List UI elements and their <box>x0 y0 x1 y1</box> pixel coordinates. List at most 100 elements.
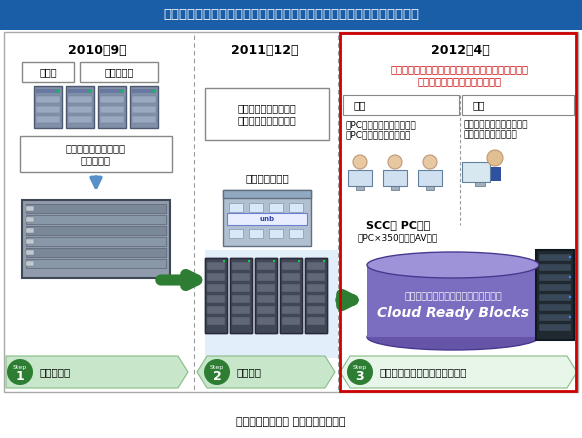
FancyBboxPatch shape <box>26 217 34 222</box>
Circle shape <box>388 155 402 169</box>
FancyBboxPatch shape <box>132 106 156 113</box>
FancyBboxPatch shape <box>475 182 485 186</box>
FancyBboxPatch shape <box>205 250 338 358</box>
FancyBboxPatch shape <box>20 136 172 172</box>
FancyBboxPatch shape <box>232 284 250 292</box>
Text: 教員: 教員 <box>473 100 485 110</box>
FancyBboxPatch shape <box>26 239 34 244</box>
FancyBboxPatch shape <box>539 264 571 271</box>
Circle shape <box>120 89 123 92</box>
Text: 2012年4月: 2012年4月 <box>431 43 489 57</box>
Text: unb: unb <box>260 216 275 222</box>
FancyBboxPatch shape <box>257 295 275 303</box>
Circle shape <box>569 316 571 318</box>
Circle shape <box>204 359 230 385</box>
FancyBboxPatch shape <box>232 317 250 325</box>
FancyBboxPatch shape <box>257 284 275 292</box>
FancyBboxPatch shape <box>26 206 34 211</box>
FancyBboxPatch shape <box>539 274 571 281</box>
Text: 2: 2 <box>212 371 221 384</box>
FancyBboxPatch shape <box>207 295 225 303</box>
Circle shape <box>423 155 437 169</box>
Text: 仮想化統合: 仮想化統合 <box>40 367 71 377</box>
Circle shape <box>273 260 275 262</box>
FancyBboxPatch shape <box>230 258 252 333</box>
FancyBboxPatch shape <box>307 284 325 292</box>
FancyBboxPatch shape <box>207 306 225 314</box>
FancyBboxPatch shape <box>22 200 170 278</box>
FancyBboxPatch shape <box>205 258 227 333</box>
FancyBboxPatch shape <box>257 317 275 325</box>
FancyBboxPatch shape <box>232 306 250 314</box>
Text: 教育研究サービスの利便性向上: 教育研究サービスの利便性向上 <box>380 367 467 377</box>
Text: 2010年9月: 2010年9月 <box>68 43 126 57</box>
Circle shape <box>223 260 225 262</box>
Circle shape <box>569 276 571 278</box>
FancyBboxPatch shape <box>282 273 300 281</box>
Text: 1: 1 <box>16 371 24 384</box>
FancyBboxPatch shape <box>307 295 325 303</box>
FancyBboxPatch shape <box>282 306 300 314</box>
FancyBboxPatch shape <box>269 216 283 225</box>
Text: Step: Step <box>210 364 224 370</box>
FancyBboxPatch shape <box>207 273 225 281</box>
FancyBboxPatch shape <box>100 116 124 123</box>
Circle shape <box>88 89 91 92</box>
Circle shape <box>7 359 33 385</box>
FancyBboxPatch shape <box>34 86 62 128</box>
FancyBboxPatch shape <box>249 229 263 238</box>
Text: SCC館 PC教室: SCC館 PC教室 <box>366 220 430 230</box>
Circle shape <box>248 260 250 262</box>
FancyBboxPatch shape <box>257 262 275 270</box>
FancyBboxPatch shape <box>207 284 225 292</box>
Ellipse shape <box>367 252 539 278</box>
Text: プライベートクラウド統合パッケージ製品により、
教育研究サービスの利便性向上: プライベートクラウド統合パッケージ製品により、 教育研究サービスの利便性向上 <box>391 64 529 86</box>
FancyBboxPatch shape <box>26 228 34 233</box>
FancyBboxPatch shape <box>388 170 402 180</box>
Polygon shape <box>340 356 577 388</box>
FancyBboxPatch shape <box>282 284 300 292</box>
Circle shape <box>273 260 275 262</box>
FancyBboxPatch shape <box>282 295 300 303</box>
Text: Cloud Ready Blocks: Cloud Ready Blocks <box>377 306 529 320</box>
FancyBboxPatch shape <box>0 0 582 30</box>
FancyBboxPatch shape <box>282 317 300 325</box>
FancyBboxPatch shape <box>539 254 571 261</box>
FancyBboxPatch shape <box>232 262 250 270</box>
FancyBboxPatch shape <box>307 262 325 270</box>
Ellipse shape <box>367 324 539 350</box>
FancyBboxPatch shape <box>207 262 225 270</box>
FancyBboxPatch shape <box>230 258 252 333</box>
FancyBboxPatch shape <box>98 86 126 128</box>
FancyBboxPatch shape <box>269 229 283 238</box>
FancyBboxPatch shape <box>282 284 300 292</box>
FancyBboxPatch shape <box>343 95 459 115</box>
FancyBboxPatch shape <box>307 306 325 314</box>
FancyBboxPatch shape <box>280 258 302 333</box>
Circle shape <box>152 89 155 92</box>
FancyBboxPatch shape <box>353 170 367 180</box>
FancyBboxPatch shape <box>289 216 303 225</box>
FancyBboxPatch shape <box>307 306 325 314</box>
FancyBboxPatch shape <box>232 284 250 292</box>
FancyBboxPatch shape <box>26 259 166 268</box>
FancyBboxPatch shape <box>282 295 300 303</box>
FancyBboxPatch shape <box>229 203 243 212</box>
FancyBboxPatch shape <box>68 89 92 93</box>
Text: 3: 3 <box>356 371 364 384</box>
Text: ポータル系システムを
データセンターに移行: ポータル系システムを データセンターに移行 <box>237 103 296 125</box>
FancyBboxPatch shape <box>130 86 158 128</box>
FancyBboxPatch shape <box>289 203 303 212</box>
FancyBboxPatch shape <box>487 167 501 181</box>
Text: Step: Step <box>13 364 27 370</box>
FancyBboxPatch shape <box>462 162 490 182</box>
Text: 基幹システムを仮想化統合し、段階的にプライベートクラウド化を実現: 基幹システムを仮想化統合し、段階的にプライベートクラウド化を実現 <box>163 8 419 21</box>
FancyBboxPatch shape <box>26 250 34 255</box>
FancyBboxPatch shape <box>282 262 300 270</box>
Circle shape <box>56 89 59 92</box>
FancyBboxPatch shape <box>536 250 574 340</box>
FancyBboxPatch shape <box>257 262 275 270</box>
Polygon shape <box>6 356 188 388</box>
FancyBboxPatch shape <box>36 106 60 113</box>
FancyBboxPatch shape <box>26 226 166 235</box>
